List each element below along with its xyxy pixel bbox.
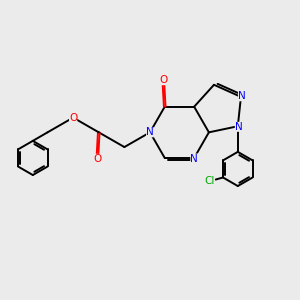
Text: O: O (159, 75, 167, 85)
Text: O: O (93, 154, 101, 164)
Text: Cl: Cl (205, 176, 215, 186)
Text: N: N (146, 127, 154, 137)
Text: N: N (190, 154, 198, 164)
Text: N: N (238, 91, 246, 101)
Text: O: O (69, 112, 77, 123)
Text: N: N (235, 122, 243, 132)
